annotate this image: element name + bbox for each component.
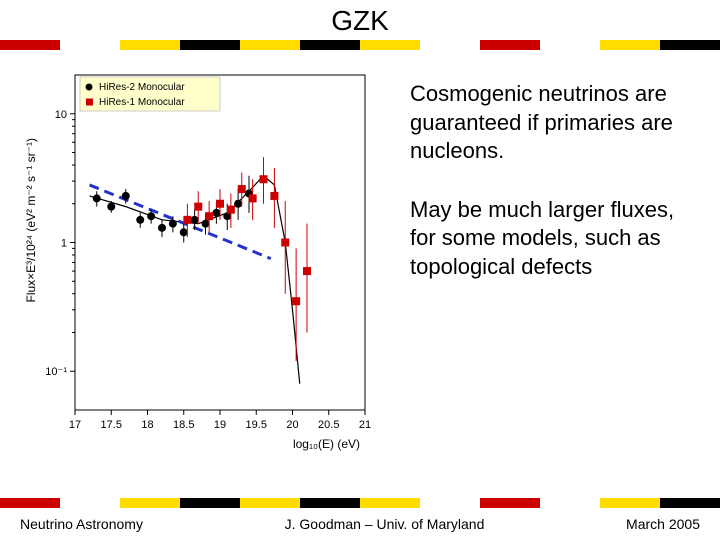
svg-text:17: 17 (69, 419, 81, 431)
slide-text: Cosmogenic neutrinos are guaranteed if p… (380, 60, 700, 480)
svg-text:10⁻¹: 10⁻¹ (45, 366, 67, 378)
text-block-1: Cosmogenic neutrinos are guaranteed if p… (410, 80, 700, 166)
flag-segment (480, 498, 540, 508)
bottom-flag-bar (0, 498, 720, 508)
svg-text:1: 1 (61, 238, 67, 250)
footer-right: March 2005 (626, 516, 700, 532)
svg-text:20.5: 20.5 (318, 419, 339, 431)
svg-text:19: 19 (214, 419, 226, 431)
flag-segment (240, 498, 300, 508)
flag-segment (360, 40, 420, 50)
svg-text:HiRes-2 Monocular: HiRes-2 Monocular (99, 82, 185, 93)
footer-center: J. Goodman – Univ. of Maryland (285, 516, 485, 532)
flag-segment (120, 40, 180, 50)
flag-segment (420, 40, 480, 50)
svg-text:Flux×E³/10²⁴ (eV² m⁻² s⁻¹ sr⁻¹: Flux×E³/10²⁴ (eV² m⁻² s⁻¹ sr⁻¹) (24, 138, 38, 303)
flag-segment (360, 498, 420, 508)
flag-segment (600, 498, 660, 508)
flag-segment (60, 40, 120, 50)
top-flag-bar (0, 40, 720, 50)
svg-text:18.5: 18.5 (173, 419, 194, 431)
footer-left: Neutrino Astronomy (20, 516, 143, 532)
footer: Neutrino Astronomy J. Goodman – Univ. of… (0, 516, 720, 532)
svg-text:10: 10 (55, 109, 67, 121)
svg-text:20: 20 (286, 419, 298, 431)
svg-text:18: 18 (141, 419, 153, 431)
svg-text:HiRes-1 Monocular: HiRes-1 Monocular (99, 97, 185, 108)
svg-text:21: 21 (359, 419, 371, 431)
svg-text:17.5: 17.5 (101, 419, 122, 431)
flag-segment (540, 498, 600, 508)
flag-segment (0, 498, 60, 508)
flag-segment (480, 40, 540, 50)
flag-segment (660, 498, 720, 508)
svg-text:19.5: 19.5 (246, 419, 267, 431)
slide-title: GZK (0, 0, 720, 40)
flag-segment (540, 40, 600, 50)
flag-segment (240, 40, 300, 50)
flag-segment (120, 498, 180, 508)
flag-segment (300, 498, 360, 508)
flag-segment (180, 40, 240, 50)
flag-segment (300, 40, 360, 50)
flag-segment (600, 40, 660, 50)
text-block-2: May be much larger fluxes, for some mode… (410, 196, 700, 282)
flag-segment (420, 498, 480, 508)
flag-segment (180, 498, 240, 508)
flag-segment (660, 40, 720, 50)
content-area: 17 17.5 18 18.5 19 19.5 20 20.5 21 10⁻¹ 1 10 log₁₀(E… (0, 50, 720, 490)
gzk-chart: 17 17.5 18 18.5 19 19.5 20 20.5 21 10⁻¹ 1 10 log₁₀(E… (20, 60, 380, 460)
flag-segment (60, 498, 120, 508)
svg-text:log₁₀(E) (eV): log₁₀(E) (eV) (293, 437, 360, 451)
flag-segment (0, 40, 60, 50)
